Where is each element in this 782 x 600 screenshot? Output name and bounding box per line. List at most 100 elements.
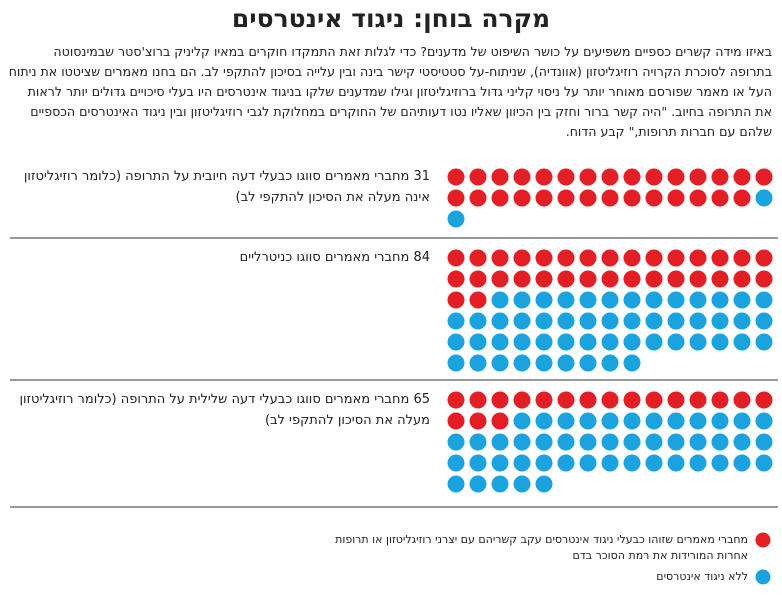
dot — [645, 168, 663, 186]
dot — [711, 433, 729, 451]
dot — [491, 333, 509, 351]
dot — [557, 412, 575, 430]
dot — [645, 412, 663, 430]
dot — [579, 354, 597, 372]
dot — [755, 333, 773, 351]
dot — [667, 333, 685, 351]
dot — [711, 412, 729, 430]
dot — [579, 168, 597, 186]
dot — [601, 168, 619, 186]
dot — [557, 189, 575, 207]
dot — [513, 454, 531, 472]
dot — [733, 333, 751, 351]
dot — [689, 270, 707, 288]
dot — [601, 354, 619, 372]
dot — [755, 412, 773, 430]
group-label: 31 מחברי מאמרים סווגו כבעלי דעה חיובית ע… — [23, 169, 430, 205]
dot — [557, 168, 575, 186]
dot — [557, 454, 575, 472]
dot — [645, 189, 663, 207]
dot — [513, 433, 531, 451]
dot — [601, 312, 619, 330]
dot — [711, 189, 729, 207]
dot — [733, 291, 751, 309]
dot — [623, 391, 641, 409]
dot — [667, 433, 685, 451]
dot — [733, 454, 751, 472]
dot — [623, 312, 641, 330]
dot — [645, 333, 663, 351]
dot — [711, 454, 729, 472]
dot — [689, 454, 707, 472]
dot — [755, 168, 773, 186]
dot — [645, 454, 663, 472]
dot — [733, 412, 751, 430]
dot — [491, 189, 509, 207]
dot — [535, 412, 553, 430]
dot — [689, 312, 707, 330]
dot — [579, 333, 597, 351]
dot — [513, 412, 531, 430]
dot — [601, 412, 619, 430]
dot — [491, 354, 509, 372]
dot — [689, 189, 707, 207]
dot — [491, 168, 509, 186]
dot — [513, 475, 531, 493]
dot — [667, 412, 685, 430]
dot — [623, 354, 641, 372]
dot — [579, 291, 597, 309]
legend-label: מחברי מאמרים שזוהו כבעלי ניגוד אינטרסים … — [335, 533, 748, 562]
dot — [601, 291, 619, 309]
dot — [667, 270, 685, 288]
dot — [469, 333, 487, 351]
dot — [601, 433, 619, 451]
dot — [579, 189, 597, 207]
dot — [491, 291, 509, 309]
dot — [491, 249, 509, 267]
dot — [491, 391, 509, 409]
dot — [645, 391, 663, 409]
dot — [579, 391, 597, 409]
dot — [469, 291, 487, 309]
dot — [667, 391, 685, 409]
dot — [447, 249, 465, 267]
dot — [579, 433, 597, 451]
dot — [601, 391, 619, 409]
dot — [733, 391, 751, 409]
dot — [535, 433, 553, 451]
dot — [469, 433, 487, 451]
dot — [755, 391, 773, 409]
dot — [711, 312, 729, 330]
dot — [491, 270, 509, 288]
dot — [469, 189, 487, 207]
dot — [557, 433, 575, 451]
dot — [491, 475, 509, 493]
dot — [601, 454, 619, 472]
dot — [469, 412, 487, 430]
dot — [711, 291, 729, 309]
dot — [491, 454, 509, 472]
dot — [689, 249, 707, 267]
dot — [667, 249, 685, 267]
dot — [755, 189, 773, 207]
dot — [513, 249, 531, 267]
dot — [469, 475, 487, 493]
dot — [711, 249, 729, 267]
dot — [645, 312, 663, 330]
dot — [601, 249, 619, 267]
intro-text: באיזו מידה קשרים כספיים משפיעים על כושר … — [8, 44, 772, 139]
dot — [623, 433, 641, 451]
dot — [513, 312, 531, 330]
dot — [623, 168, 641, 186]
dot — [447, 475, 465, 493]
dot — [513, 168, 531, 186]
dot — [557, 312, 575, 330]
dot — [667, 291, 685, 309]
dot — [447, 210, 465, 228]
dot — [513, 391, 531, 409]
dot — [447, 168, 465, 186]
group-label: 65 מחברי מאמרים סווגו כבעלי דעה שלילית ע… — [19, 392, 430, 428]
dot — [535, 354, 553, 372]
